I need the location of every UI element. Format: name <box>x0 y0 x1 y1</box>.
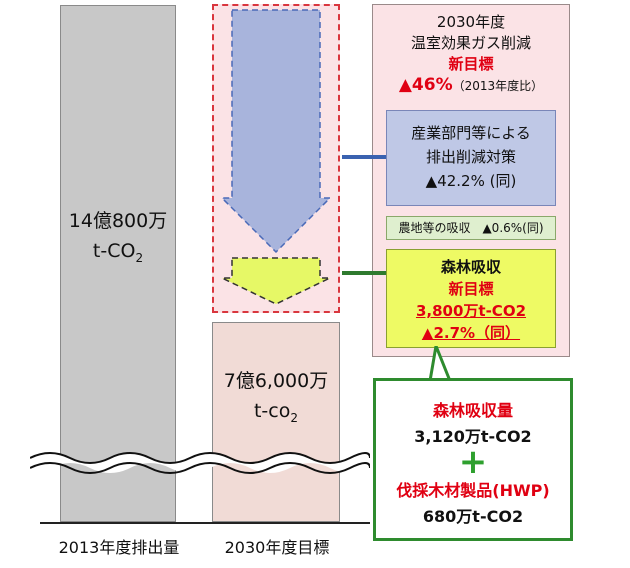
baseline <box>40 522 370 524</box>
breakdown-value2: 680万t-CO2 <box>422 507 524 526</box>
industry-connector <box>342 155 386 159</box>
target-year: 2030年度 <box>436 13 506 31</box>
forest-new-goal: 新目標 <box>448 280 494 298</box>
industry-line2: 排出削減対策 <box>425 148 516 166</box>
axis-break-wave <box>30 452 370 474</box>
industry-reduction-arrow <box>220 9 332 254</box>
breakdown-label2: 伐採木材製品(HWP) <box>396 481 550 500</box>
forest-absorption-arrow <box>221 257 331 305</box>
forest-amount: 3,800万t-CO2 <box>415 302 527 320</box>
bar-2013-label: 14億800万 t-CO2 <box>60 206 176 273</box>
target-new-goal: 新目標 <box>448 55 494 73</box>
forest-breakdown-box: 森林吸収量 3,120万t-CO2 + 伐採木材製品(HWP) 680万t-CO… <box>373 378 573 541</box>
bar-2013-value: 14億800万 <box>68 210 168 232</box>
callout-pointer <box>426 346 454 382</box>
industry-measures-box: 産業部門等による 排出削減対策 ▲42.2% (同) <box>386 110 556 206</box>
x-label-2030: 2030年度目標 <box>224 538 330 557</box>
target-basis: （2013年度比） <box>452 79 544 93</box>
target-percent: ▲46% <box>398 75 453 95</box>
breakdown-label1: 森林吸収量 <box>432 401 513 420</box>
bar-2013-unit: t-CO2 <box>92 240 144 265</box>
forest-connector <box>342 271 386 275</box>
bar-2030-label: 7億6,000万 t-co2 <box>212 366 340 433</box>
bar-2030-target <box>212 322 340 522</box>
bar-2030-unit: t-co2 <box>253 400 299 425</box>
industry-line1: 産業部門等による <box>411 124 531 142</box>
reduction-arrows <box>220 9 332 305</box>
target-heading: 2030年度 温室効果ガス削減 新目標 ▲46%（2013年度比） <box>372 12 570 97</box>
forest-line1: 森林吸収 <box>440 258 501 276</box>
target-subject: 温室効果ガス削減 <box>410 34 531 52</box>
farmland-absorption-box: 農地等の吸収 ▲0.6%(同) <box>386 216 556 240</box>
forest-percent: ▲2.7%（同） <box>421 324 521 342</box>
bar-2013-emissions <box>60 5 176 522</box>
industry-line3: ▲42.2% (同) <box>425 172 517 190</box>
breakdown-value1: 3,120万t-CO2 <box>414 427 532 446</box>
forest-absorption-box: 森林吸収 新目標 3,800万t-CO2 ▲2.7%（同） <box>386 249 556 348</box>
bar-2030-value: 7億6,000万 <box>223 370 329 392</box>
plus-icon: + <box>458 442 488 482</box>
target-percent-line: ▲46%（2013年度比） <box>372 75 570 97</box>
x-label-2013: 2013年度排出量 <box>58 538 180 557</box>
